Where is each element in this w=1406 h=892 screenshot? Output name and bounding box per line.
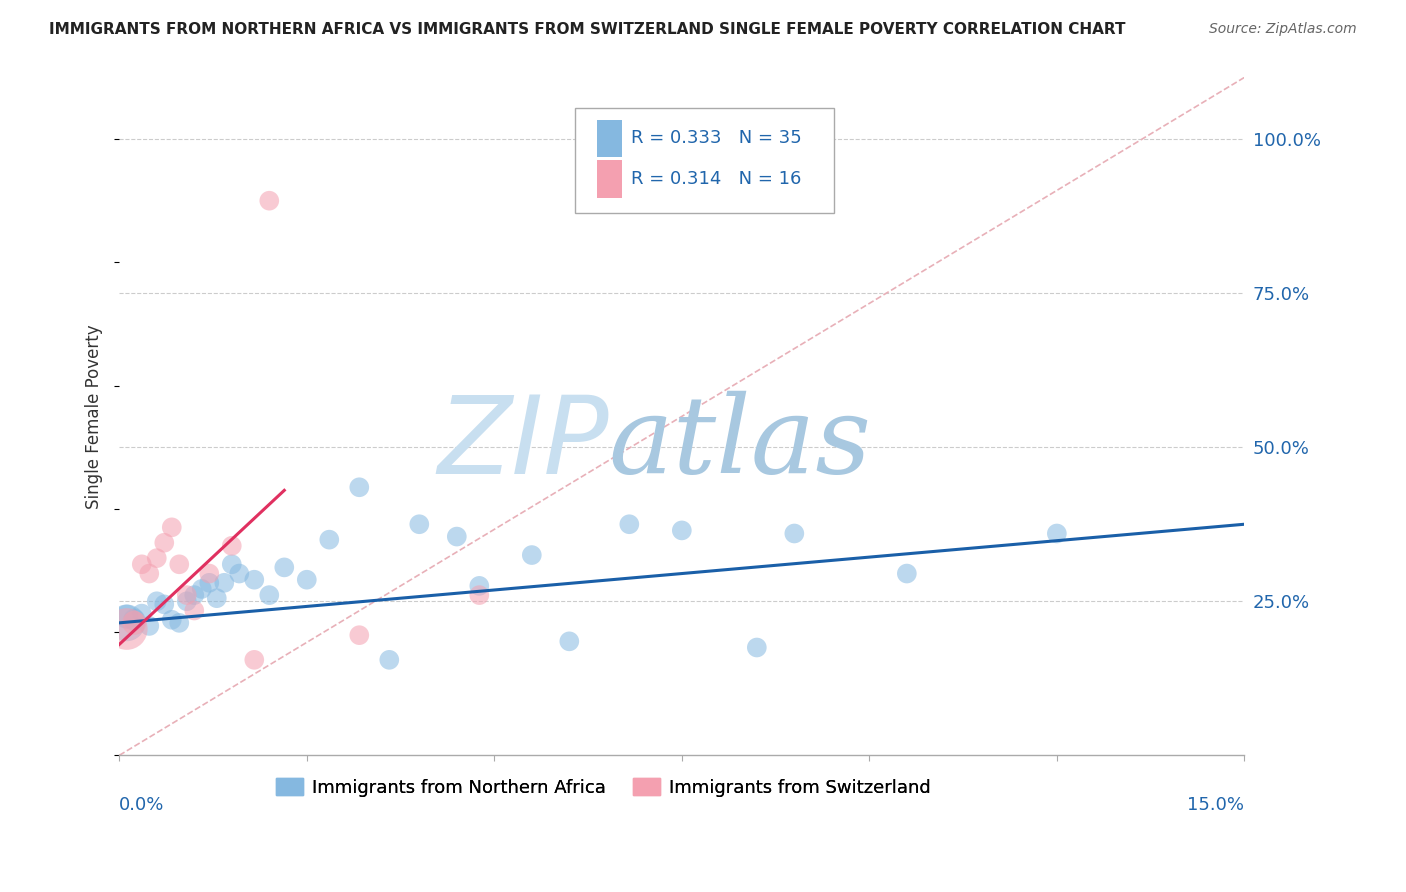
Point — [783, 526, 806, 541]
Text: Source: ZipAtlas.com: Source: ZipAtlas.com — [1209, 22, 1357, 37]
Point — [115, 609, 138, 624]
Point — [318, 533, 340, 547]
Text: R = 0.333   N = 35: R = 0.333 N = 35 — [631, 129, 801, 147]
Point — [468, 588, 491, 602]
Point — [198, 575, 221, 590]
Point — [259, 194, 281, 208]
Point — [896, 566, 918, 581]
Point — [138, 619, 160, 633]
Point — [259, 588, 281, 602]
Point — [146, 594, 169, 608]
Text: R = 0.314   N = 16: R = 0.314 N = 16 — [631, 170, 801, 188]
Point — [138, 566, 160, 581]
Point — [115, 622, 138, 636]
Point — [169, 558, 191, 572]
Y-axis label: Single Female Poverty: Single Female Poverty — [86, 324, 103, 508]
Point — [191, 582, 214, 596]
Text: ZIP: ZIP — [437, 391, 609, 496]
Point — [349, 628, 371, 642]
Point — [183, 588, 205, 602]
Point — [221, 539, 243, 553]
FancyBboxPatch shape — [598, 161, 623, 198]
Point — [558, 634, 581, 648]
Point — [176, 588, 198, 602]
Point — [153, 598, 176, 612]
Point — [160, 613, 183, 627]
FancyBboxPatch shape — [598, 120, 623, 157]
Point — [349, 480, 371, 494]
Text: 0.0%: 0.0% — [120, 796, 165, 814]
Legend: Immigrants from Northern Africa, Immigrants from Switzerland: Immigrants from Northern Africa, Immigra… — [269, 772, 938, 804]
Point — [146, 551, 169, 566]
Point — [228, 566, 250, 581]
Point — [153, 535, 176, 549]
Point — [295, 573, 318, 587]
Point — [378, 653, 401, 667]
Point — [131, 558, 153, 572]
Point — [131, 607, 153, 621]
Point — [243, 573, 266, 587]
Point — [124, 613, 146, 627]
Point — [221, 558, 243, 572]
Point — [198, 566, 221, 581]
Point — [446, 530, 468, 544]
Point — [520, 548, 543, 562]
FancyBboxPatch shape — [575, 108, 834, 213]
Point — [205, 591, 228, 606]
Point — [160, 520, 183, 534]
Point — [1046, 526, 1069, 541]
Point — [176, 594, 198, 608]
Point — [468, 579, 491, 593]
Point — [408, 517, 430, 532]
Point — [115, 615, 138, 630]
Point — [671, 524, 693, 538]
Point — [243, 653, 266, 667]
Point — [169, 615, 191, 630]
Text: atlas: atlas — [609, 391, 872, 496]
Point — [619, 517, 641, 532]
Point — [273, 560, 295, 574]
Point — [183, 603, 205, 617]
Point — [214, 575, 236, 590]
Text: 15.0%: 15.0% — [1187, 796, 1244, 814]
Point — [124, 615, 146, 630]
Point — [745, 640, 768, 655]
Text: IMMIGRANTS FROM NORTHERN AFRICA VS IMMIGRANTS FROM SWITZERLAND SINGLE FEMALE POV: IMMIGRANTS FROM NORTHERN AFRICA VS IMMIG… — [49, 22, 1126, 37]
